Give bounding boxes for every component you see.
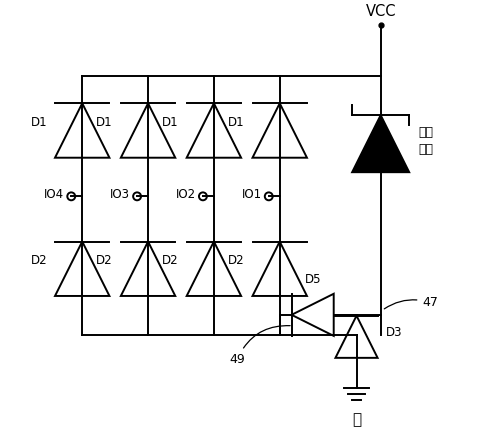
Text: 47: 47: [384, 296, 438, 309]
Text: D2: D2: [30, 254, 47, 267]
Text: 地: 地: [352, 412, 361, 427]
Text: 钳位
单元: 钳位 单元: [419, 126, 434, 157]
Text: D1: D1: [96, 116, 113, 129]
Text: 49: 49: [229, 326, 290, 366]
Text: D2: D2: [162, 254, 179, 267]
Polygon shape: [352, 115, 409, 172]
Text: D1: D1: [228, 116, 245, 129]
Text: D1: D1: [30, 116, 47, 129]
Text: D5: D5: [304, 273, 321, 286]
Text: D1: D1: [162, 116, 179, 129]
Text: VCC: VCC: [366, 4, 396, 19]
Text: IO3: IO3: [110, 188, 130, 201]
Text: IO2: IO2: [176, 188, 196, 201]
Text: D2: D2: [228, 254, 245, 267]
Text: IO4: IO4: [44, 188, 64, 201]
Text: D2: D2: [96, 254, 113, 267]
Text: D3: D3: [385, 326, 402, 339]
Text: IO1: IO1: [242, 188, 262, 201]
